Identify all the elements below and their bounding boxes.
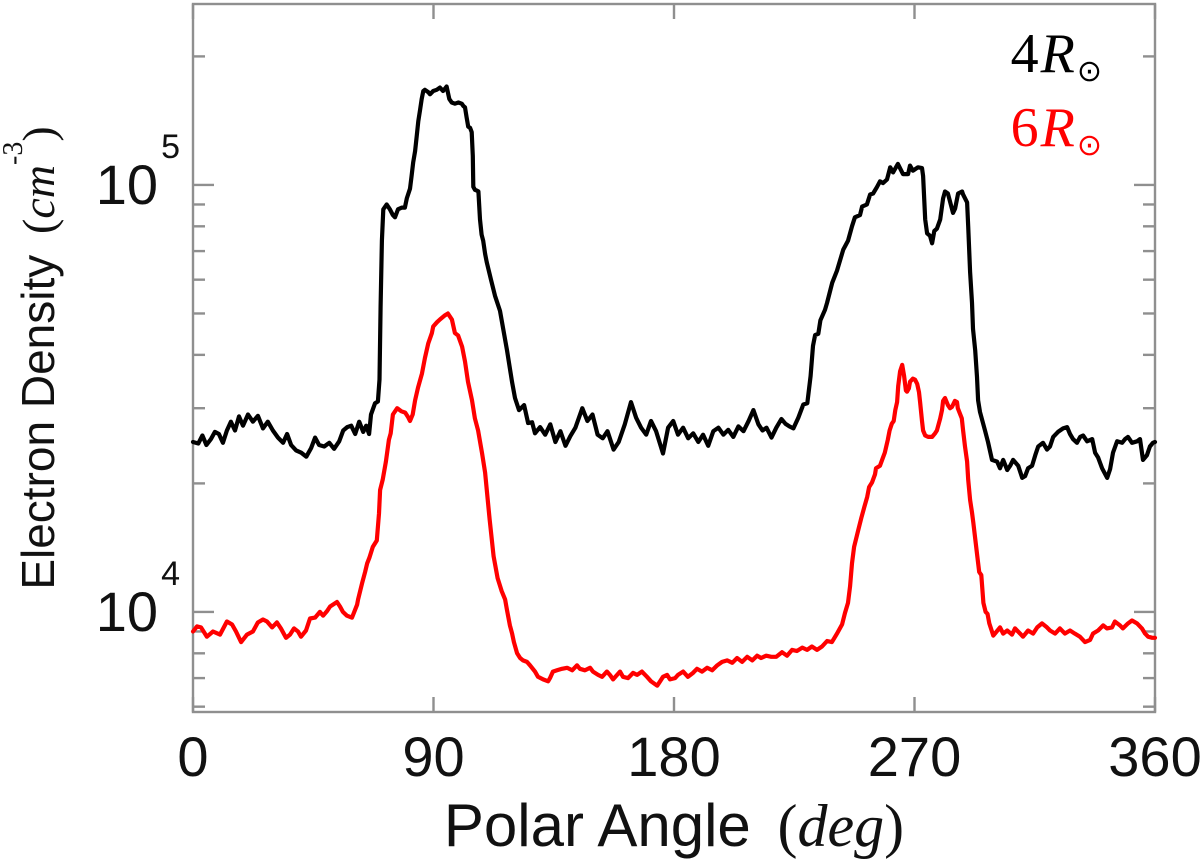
legend: 4R⊙ 6R⊙	[1011, 26, 1102, 174]
x-tick-label-360: 360	[1108, 725, 1200, 788]
legend-R-symbol: R	[1040, 23, 1075, 85]
legend-number: 4	[1010, 23, 1039, 85]
legend-item-6Rsun: 6R⊙	[1011, 100, 1102, 174]
legend-number: 6	[1010, 97, 1039, 159]
x-tick-label-270: 270	[867, 725, 962, 788]
y-tick-label-base-5: 10	[95, 152, 159, 216]
x-axis-title-text: Polar Angle	[443, 792, 751, 859]
sun-symbol-icon: ⊙	[1076, 128, 1102, 163]
legend-item-4Rsun: 4R⊙	[1011, 26, 1102, 100]
series-curve-4R_sun	[190, 84, 1158, 480]
legend-R-symbol: R	[1040, 97, 1075, 159]
y-tick-label-10e5: 105	[14, 130, 180, 225]
y-axis-title-close-paren: )	[13, 126, 64, 142]
x-axis-title-unit: deg	[797, 793, 885, 859]
sun-symbol-icon: ⊙	[1076, 54, 1102, 89]
x-axis-title-open-paren: (	[777, 793, 798, 859]
y-tick-label-exponent-4: 4	[161, 555, 180, 594]
y-tick-label-exponent-5: 5	[161, 128, 180, 167]
series-curve-6R_sun	[190, 311, 1158, 688]
y-tick-label-base-4: 10	[95, 579, 159, 643]
y-tick-label-10e4: 104	[14, 557, 180, 652]
x-axis-title-close-paren: )	[884, 793, 905, 859]
x-tick-label-180: 180	[627, 725, 721, 788]
y-axis-title-text: Electron Density	[12, 254, 64, 590]
x-axis-title: Polar Angle (deg)	[193, 792, 1155, 860]
x-tick-label-0: 0	[177, 725, 209, 788]
x-tick-label-90: 90	[402, 725, 465, 788]
